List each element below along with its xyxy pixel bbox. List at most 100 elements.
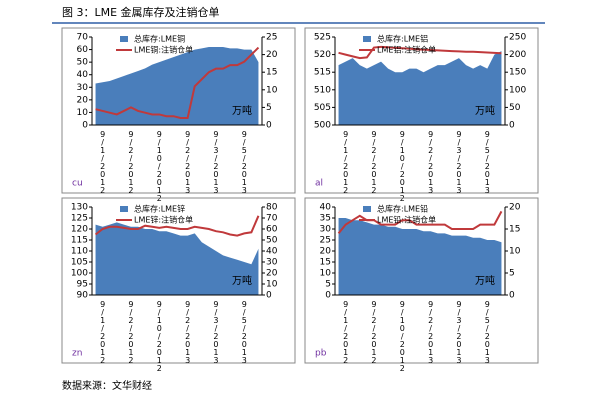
y2-tick-label: 10 (266, 85, 278, 95)
inventory-area (338, 218, 502, 295)
y2-tick-label: 100 (509, 85, 526, 95)
x-tick-label: 9/10/2012 (155, 300, 164, 372)
warrant-line (95, 46, 260, 119)
y2-tick-label: 0 (509, 291, 515, 301)
y2-tick-label: 5 (509, 269, 515, 279)
panel-frame (61, 27, 296, 194)
unit-annotation: 万吨 (475, 274, 495, 287)
y2-tick-label: 150 (509, 68, 526, 78)
y2-tick-label: 0 (266, 291, 272, 301)
y-tick-label: 510 (314, 85, 331, 95)
y2-tick-label: 60 (266, 225, 278, 235)
y-tick-label: 60 (77, 45, 89, 55)
y2-tick-label: 15 (509, 225, 520, 235)
y-tick-label: 505 (314, 103, 331, 113)
legend-label: 总库存:LME铜 (134, 34, 185, 44)
unit-annotation: 万吨 (232, 274, 252, 287)
y2-tick-label: 20 (266, 269, 278, 279)
page-title: 图 3：LME 金属库存及注销仓单 (62, 5, 220, 19)
legend-swatch (363, 36, 371, 42)
panel-label: pb (315, 349, 327, 359)
y-tick-label: 30 (320, 225, 332, 235)
y2-tick-label: 50 (509, 103, 521, 113)
y2-tick-label: 200 (509, 50, 526, 60)
y-tick-label: 130 (71, 203, 88, 213)
panel-frame (304, 197, 539, 364)
y-tick-label: 105 (71, 258, 88, 268)
y2-tick-label: 40 (266, 247, 278, 257)
x-tick-label: 9/3/2013 (211, 130, 220, 194)
x-tick-label: 9/5/2013 (240, 130, 249, 194)
panel-label: al (315, 179, 323, 189)
warrant-line (338, 45, 502, 60)
y-tick-label: 0 (82, 121, 88, 131)
y-tick-label: 500 (314, 121, 331, 131)
x-tick-label: 9/1/2012 (98, 130, 107, 194)
x-tick-label: 9/2/2012 (126, 130, 135, 194)
legend-label: LME铝:注销仓单 (377, 45, 436, 55)
x-tick-label: 9/1/2012 (98, 300, 107, 364)
y-tick-label: 525 (314, 33, 331, 43)
legend-label: 总库存:LME铅 (377, 204, 428, 214)
x-tick-label: 9/2/2013 (183, 130, 192, 194)
panel-frame (61, 197, 296, 364)
x-tick-label: 9/2/2013 (183, 300, 192, 364)
x-tick-label: 9/5/2013 (483, 300, 492, 364)
x-tick-label: 9/10/2012 (398, 300, 407, 372)
y-tick-label: 70 (77, 33, 89, 43)
x-tick-label: 9/10/2012 (398, 130, 407, 202)
y2-tick-label: 50 (266, 236, 278, 246)
source: 数据来源：文华财经 (62, 379, 152, 392)
panel-label: cu (72, 179, 83, 189)
y-tick-label: 95 (77, 280, 88, 290)
unit-annotation: 万吨 (475, 104, 495, 117)
y-tick-label: 520 (314, 50, 331, 60)
panel-label: zn (72, 349, 82, 359)
y-tick-label: 25 (320, 236, 331, 246)
y-tick-label: 5 (325, 280, 331, 290)
inventory-area (338, 51, 502, 125)
y2-tick-label: 5 (266, 103, 272, 113)
x-tick-label: 9/1/2012 (341, 130, 350, 194)
y2-tick-label: 0 (266, 121, 272, 131)
y2-tick-label: 20 (266, 50, 278, 60)
warrant-line (94, 215, 260, 237)
x-tick-label: 9/10/2012 (155, 130, 164, 202)
x-tick-label: 9/2/2012 (369, 130, 378, 194)
x-tick-label: 9/3/2013 (454, 130, 463, 194)
x-tick-label: 9/2/2012 (126, 300, 135, 364)
y-tick-label: 120 (71, 225, 88, 235)
y2-tick-label: 70 (266, 214, 278, 224)
x-tick-label: 9/5/2013 (483, 130, 492, 194)
y-tick-label: 20 (77, 95, 89, 105)
y-tick-label: 30 (77, 83, 89, 93)
inventory-area (95, 222, 259, 295)
unit-annotation: 万吨 (232, 104, 252, 117)
legend-label: 总库存:LME铝 (377, 34, 428, 44)
y-tick-label: 10 (77, 108, 89, 118)
y-tick-label: 40 (320, 203, 332, 213)
x-tick-label: 9/2/2013 (426, 300, 435, 364)
x-tick-label: 9/2/2012 (369, 300, 378, 364)
y2-tick-label: 30 (266, 258, 278, 268)
y-tick-label: 10 (320, 269, 332, 279)
x-tick-label: 9/3/2013 (454, 300, 463, 364)
x-tick-label: 9/3/2013 (211, 300, 220, 364)
y-tick-label: 100 (71, 269, 88, 279)
y2-tick-label: 0 (509, 121, 515, 131)
y2-tick-label: 15 (266, 68, 277, 78)
y-tick-label: 110 (71, 247, 88, 257)
y2-tick-label: 250 (509, 33, 526, 43)
x-tick-label: 9/2/2013 (426, 130, 435, 194)
y-tick-label: 125 (71, 214, 88, 224)
y-tick-label: 90 (77, 291, 89, 301)
inventory-area (95, 47, 259, 125)
y-tick-label: 0 (325, 291, 331, 301)
y-tick-label: 50 (77, 58, 89, 68)
legend-label: 总库存:LME锌 (134, 204, 185, 214)
y2-tick-label: 10 (266, 280, 278, 290)
legend-label: LME铜:注销仓单 (134, 45, 193, 55)
y2-tick-label: 10 (509, 247, 521, 257)
legend-label: LME铅:注销仓单 (377, 215, 436, 225)
